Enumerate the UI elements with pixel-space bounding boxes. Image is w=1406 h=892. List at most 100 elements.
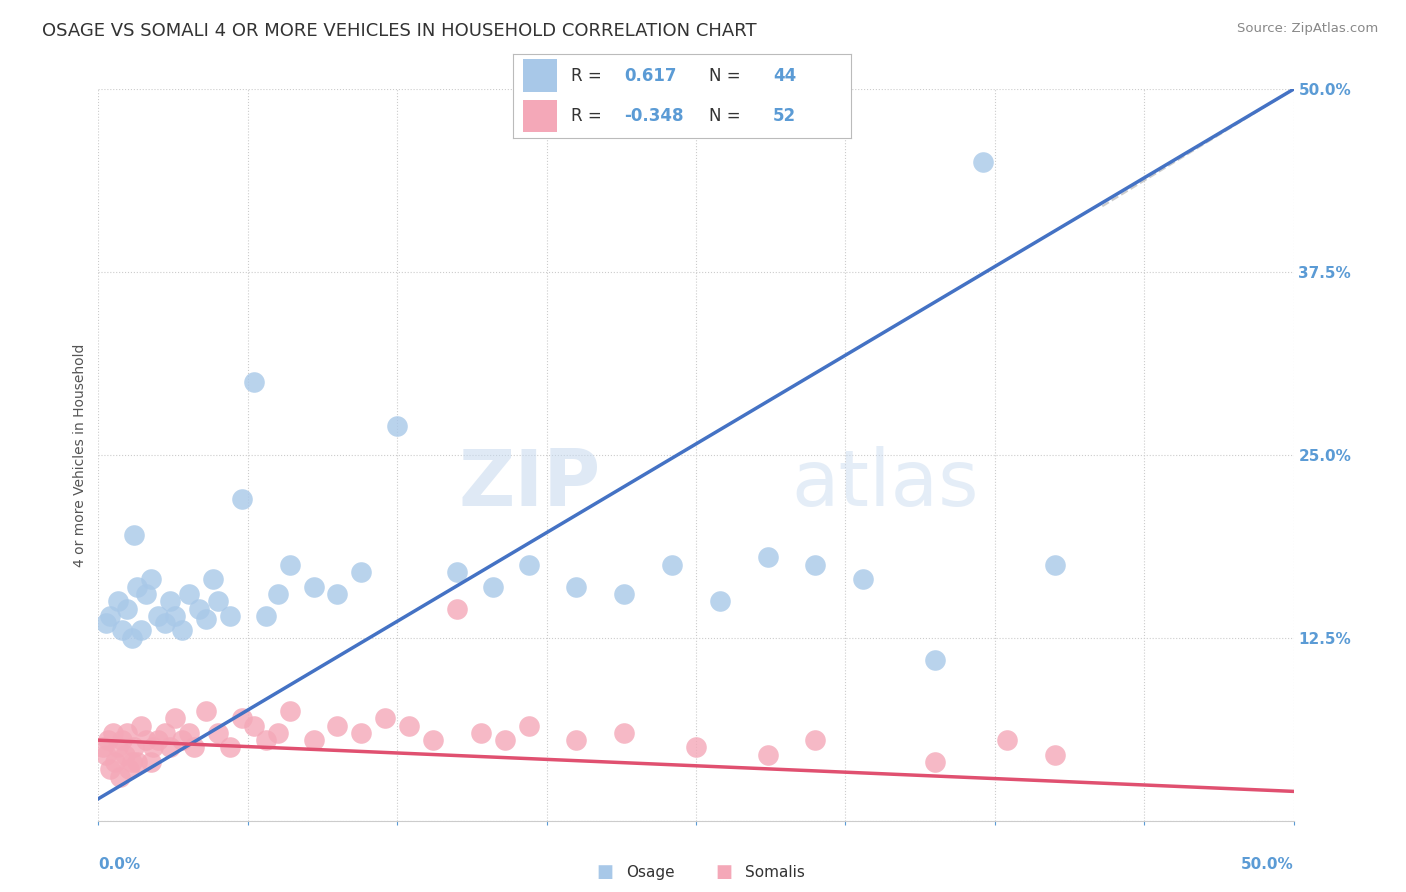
Text: Source: ZipAtlas.com: Source: ZipAtlas.com	[1237, 22, 1378, 36]
Point	[97, 733, 120, 747]
Point	[163, 608, 186, 623]
Point	[194, 612, 217, 626]
Point	[565, 580, 588, 594]
Point	[613, 726, 636, 740]
Point	[121, 631, 143, 645]
Point	[104, 755, 127, 769]
Point	[139, 755, 162, 769]
Point	[111, 624, 134, 638]
Text: 50.0%: 50.0%	[1240, 857, 1294, 872]
Point	[267, 587, 290, 601]
Point	[1043, 558, 1066, 572]
Point	[98, 763, 122, 777]
Point	[422, 733, 444, 747]
Point	[135, 733, 157, 747]
Point	[202, 572, 225, 586]
Point	[107, 594, 129, 608]
Text: OSAGE VS SOMALI 4 OR MORE VEHICLES IN HOUSEHOLD CORRELATION CHART: OSAGE VS SOMALI 4 OR MORE VEHICLES IN HO…	[42, 22, 756, 40]
Point	[374, 711, 396, 725]
Point	[94, 616, 117, 631]
Text: atlas: atlas	[792, 446, 979, 522]
Point	[148, 733, 170, 747]
Point	[517, 718, 540, 732]
Point	[972, 155, 994, 169]
Point	[139, 572, 162, 586]
Point	[115, 601, 138, 615]
Point	[155, 616, 177, 631]
Text: Osage: Osage	[626, 865, 675, 880]
Text: 52: 52	[773, 107, 796, 125]
Point	[494, 733, 516, 747]
Point	[107, 740, 129, 755]
Point	[242, 375, 264, 389]
Text: 44: 44	[773, 67, 796, 85]
Bar	[523, 100, 557, 132]
Point	[148, 608, 170, 623]
Point	[709, 594, 731, 608]
Point	[131, 624, 153, 638]
Point	[446, 601, 468, 615]
Point	[481, 580, 505, 594]
Point	[172, 624, 194, 638]
Point	[242, 718, 264, 732]
Point	[135, 587, 157, 601]
Point	[852, 572, 875, 586]
Point	[326, 587, 349, 601]
Point	[159, 740, 181, 755]
Text: Somalis: Somalis	[745, 865, 806, 880]
Point	[125, 580, 148, 594]
Point	[207, 726, 229, 740]
Point	[756, 747, 779, 762]
Point	[98, 608, 122, 623]
Text: 0.0%: 0.0%	[98, 857, 141, 872]
Point	[254, 608, 277, 623]
Point	[267, 726, 290, 740]
Point	[124, 740, 146, 755]
Text: -0.348: -0.348	[624, 107, 685, 125]
Point	[302, 733, 325, 747]
Text: ZIP: ZIP	[458, 446, 600, 522]
Point	[231, 711, 253, 725]
Point	[172, 733, 194, 747]
Point	[125, 755, 148, 769]
Point	[278, 704, 301, 718]
Point	[1043, 747, 1066, 762]
Point	[179, 726, 201, 740]
Point	[111, 733, 134, 747]
Point	[350, 726, 373, 740]
Point	[350, 565, 373, 579]
Point	[101, 726, 124, 740]
Text: 0.617: 0.617	[624, 67, 678, 85]
Point	[118, 763, 141, 777]
Point	[385, 418, 409, 433]
Text: N =: N =	[709, 107, 745, 125]
Point	[207, 594, 229, 608]
Point	[565, 733, 588, 747]
Point	[131, 718, 153, 732]
Point	[278, 558, 301, 572]
Point	[924, 755, 946, 769]
Bar	[523, 60, 557, 92]
Point	[804, 558, 827, 572]
Point	[163, 711, 186, 725]
Point	[108, 770, 131, 784]
Point	[194, 704, 217, 718]
Point	[219, 608, 242, 623]
Point	[254, 733, 277, 747]
Point	[187, 601, 209, 615]
Point	[398, 718, 420, 732]
Point	[179, 587, 201, 601]
Point	[924, 653, 946, 667]
Point	[613, 587, 636, 601]
Point	[124, 528, 146, 542]
Point	[183, 740, 205, 755]
Point	[756, 550, 779, 565]
Point	[114, 747, 136, 762]
Point	[446, 565, 468, 579]
Point	[804, 733, 827, 747]
Point	[326, 718, 349, 732]
Point	[219, 740, 242, 755]
Point	[91, 740, 114, 755]
Point	[231, 491, 253, 506]
Point	[155, 726, 177, 740]
